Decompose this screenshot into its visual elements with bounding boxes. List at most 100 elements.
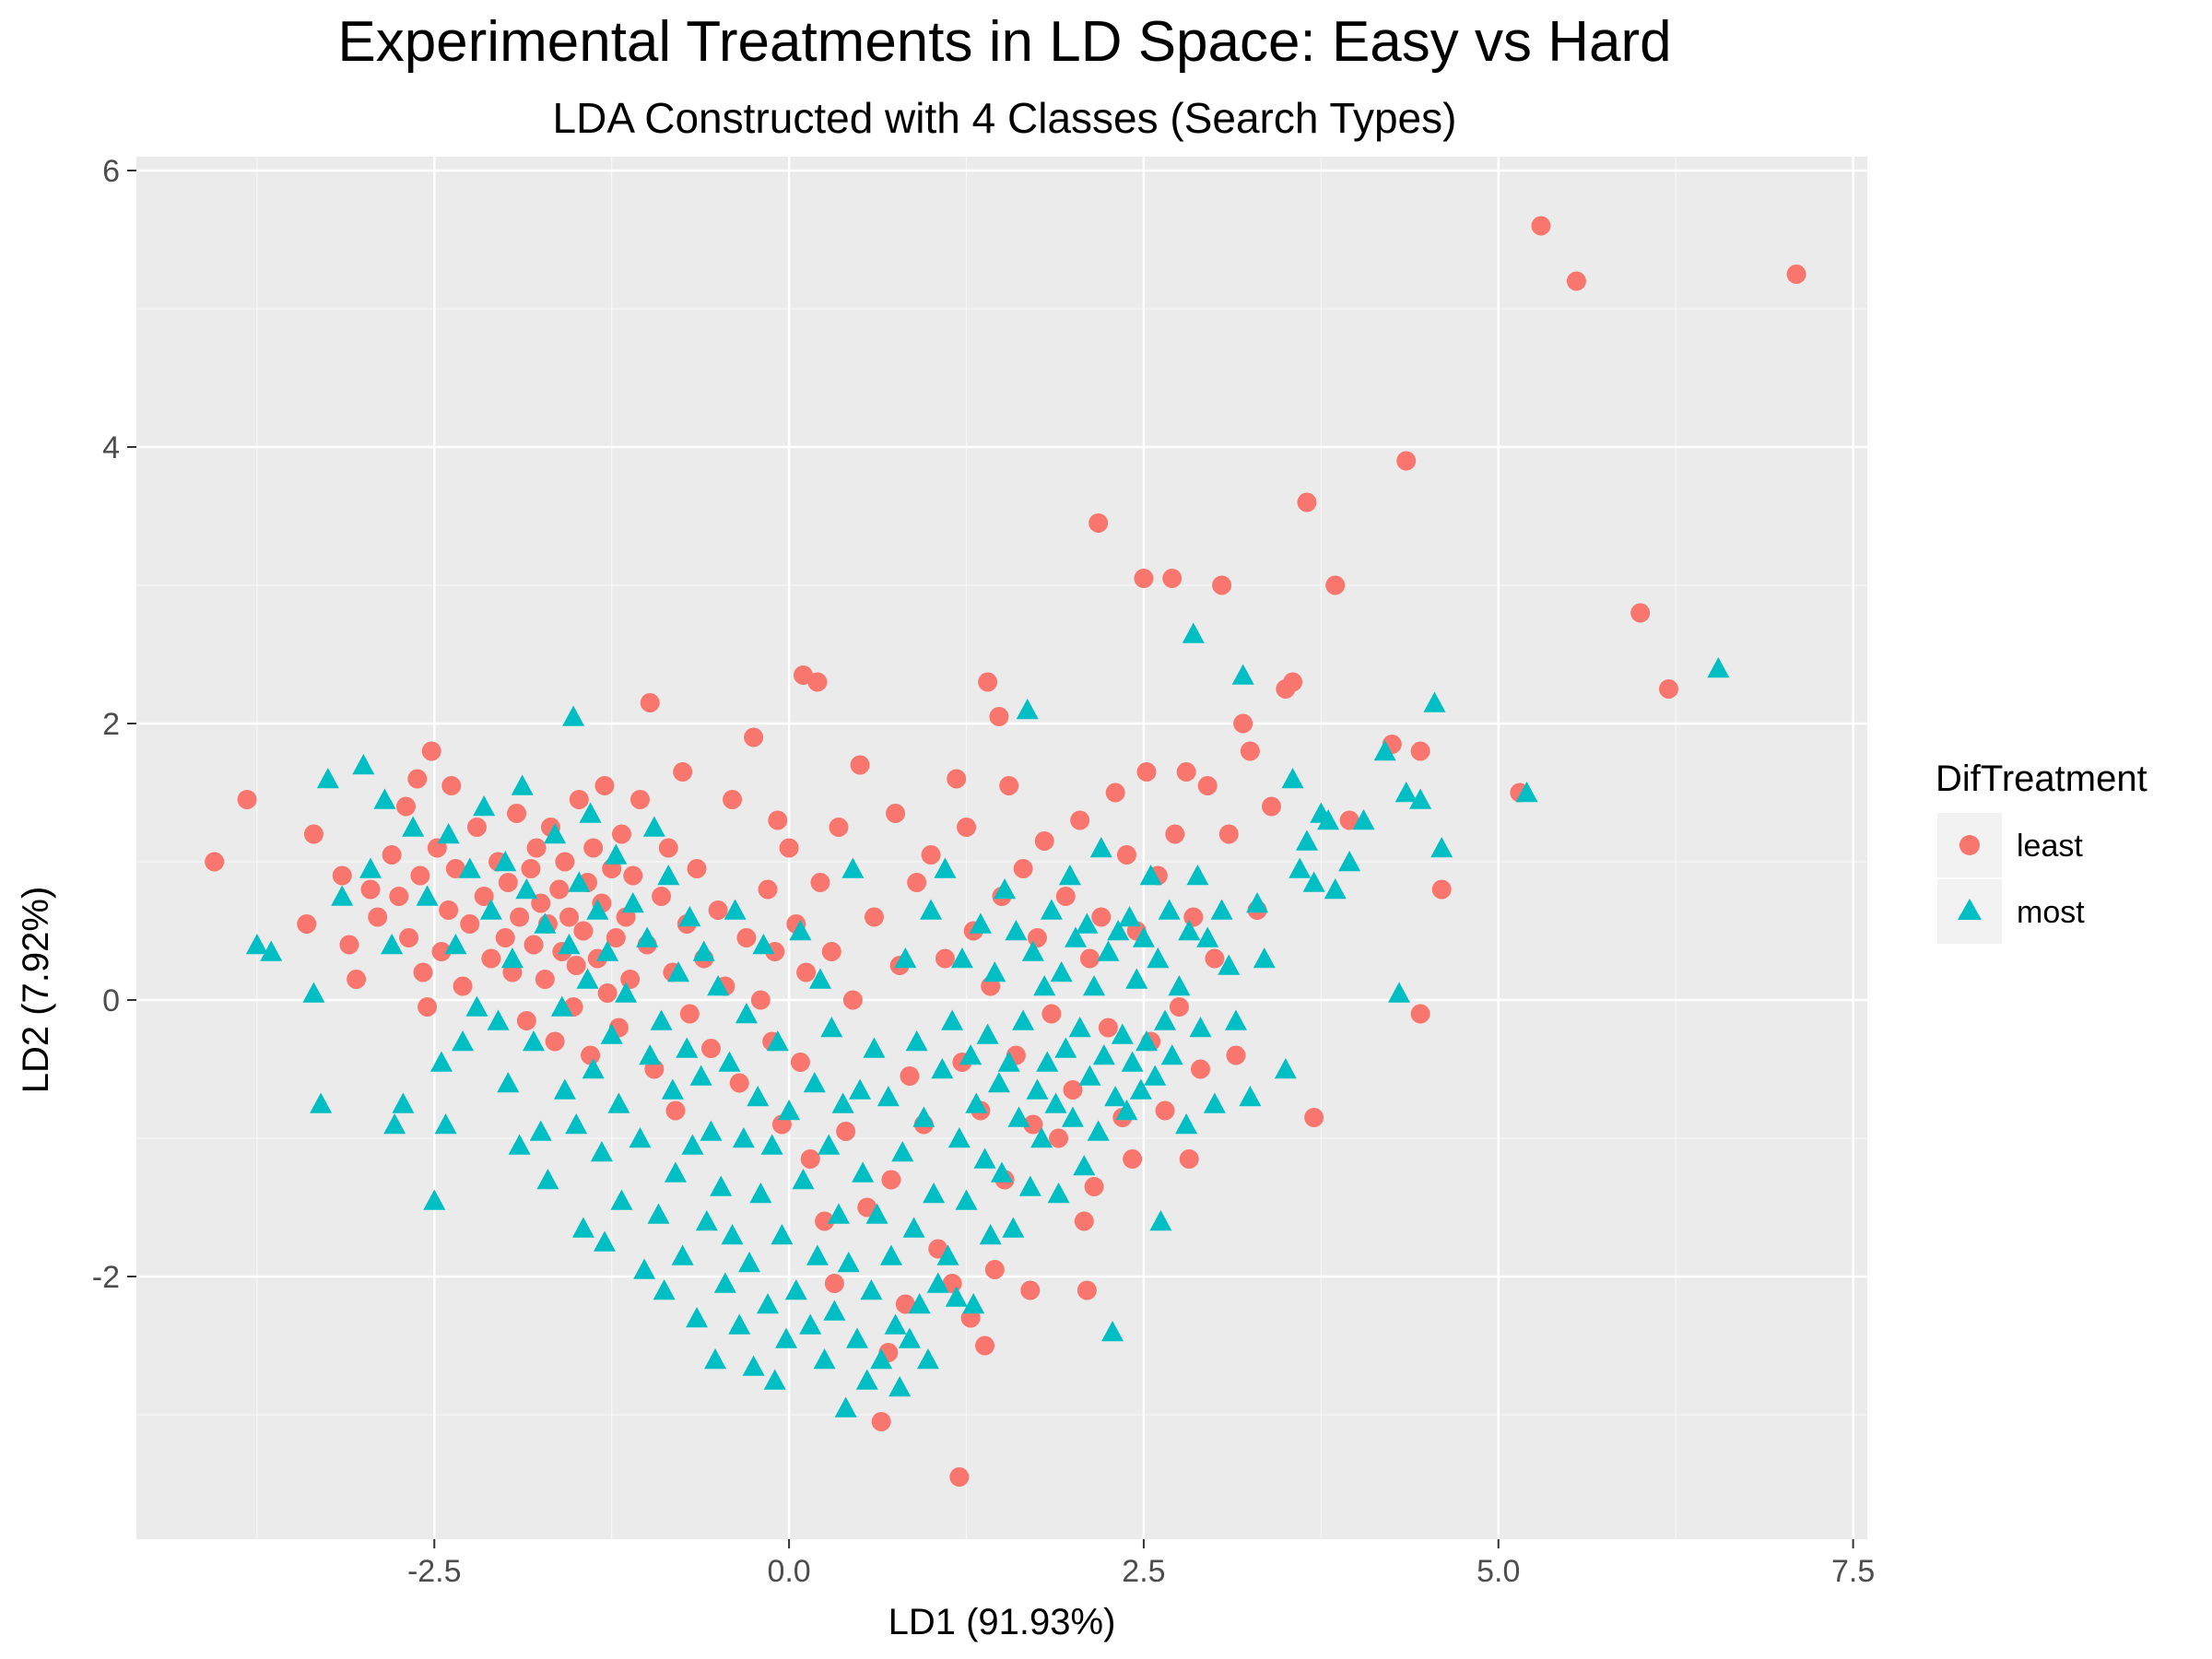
point-most xyxy=(1054,1037,1077,1058)
point-most xyxy=(1218,954,1241,975)
point-least xyxy=(566,956,586,975)
point-least xyxy=(460,914,480,934)
point-least xyxy=(679,1004,700,1024)
point-most xyxy=(686,1307,709,1328)
point-least xyxy=(555,852,575,872)
point-most xyxy=(1135,1030,1159,1052)
point-most xyxy=(808,968,831,989)
point-least xyxy=(1105,782,1125,803)
point-most xyxy=(1409,788,1432,809)
point-least xyxy=(1098,1018,1118,1038)
point-most xyxy=(1068,1017,1091,1038)
point-least xyxy=(1212,575,1232,595)
point-most xyxy=(749,1182,772,1204)
point-most xyxy=(1147,947,1170,969)
point-most xyxy=(381,934,404,955)
point-most xyxy=(1076,912,1099,934)
point-most xyxy=(1149,1210,1172,1231)
point-least xyxy=(1191,1059,1211,1079)
point-most xyxy=(245,934,268,955)
point-most xyxy=(920,899,943,920)
point-least xyxy=(895,1294,915,1314)
point-most xyxy=(950,947,973,969)
point-least xyxy=(1240,741,1260,761)
point-least xyxy=(549,879,570,900)
point-most xyxy=(1125,968,1148,989)
point-most xyxy=(692,940,715,961)
point-most xyxy=(434,1113,457,1135)
point-least xyxy=(623,865,643,886)
point-most xyxy=(437,823,460,844)
point-most xyxy=(1061,1106,1084,1127)
point-most xyxy=(544,823,567,844)
point-most xyxy=(1078,1065,1101,1086)
point-most xyxy=(724,899,747,920)
point-most xyxy=(771,1224,794,1245)
point-least xyxy=(989,707,1009,726)
point-least xyxy=(1396,451,1417,471)
point-least xyxy=(1176,762,1196,782)
point-most xyxy=(983,961,1006,982)
point-most xyxy=(855,1369,878,1390)
point-least xyxy=(1325,575,1346,595)
point-least xyxy=(441,776,462,795)
point-most xyxy=(936,1244,959,1265)
point-least xyxy=(736,928,757,947)
point-most xyxy=(676,1037,699,1058)
point-most xyxy=(1196,926,1219,947)
point-least xyxy=(1531,216,1551,236)
point-most xyxy=(681,1134,704,1155)
point-most xyxy=(732,1127,755,1148)
point-least xyxy=(535,970,555,989)
point-most xyxy=(1005,920,1028,941)
y-axis-title: LD2 (7.92%) xyxy=(16,887,56,1094)
point-most xyxy=(536,1169,559,1190)
point-most xyxy=(1430,837,1453,858)
point-most xyxy=(571,1217,594,1238)
point-most xyxy=(1107,920,1130,941)
point-least xyxy=(413,962,433,982)
y-tick-label: 6 xyxy=(102,154,120,189)
point-least xyxy=(807,672,828,692)
point-most xyxy=(760,1134,783,1155)
point-most xyxy=(678,906,701,927)
point-most xyxy=(1044,1092,1067,1113)
point-most xyxy=(973,1147,996,1169)
point-least xyxy=(829,818,849,837)
point-most xyxy=(1115,1100,1138,1121)
point-least xyxy=(1070,810,1090,830)
point-least xyxy=(495,928,515,947)
point-least xyxy=(652,887,672,906)
point-most xyxy=(523,1030,546,1052)
point-most xyxy=(820,1017,843,1038)
point-least xyxy=(339,935,359,955)
point-most xyxy=(941,1009,964,1030)
point-most xyxy=(863,1037,886,1058)
point-most xyxy=(458,857,481,878)
point-least xyxy=(1027,928,1047,947)
point-least xyxy=(1136,762,1157,782)
point-most xyxy=(789,920,812,941)
point-most xyxy=(799,1313,822,1335)
point-least xyxy=(421,741,441,761)
point-most xyxy=(621,892,644,913)
point-most xyxy=(1302,871,1325,892)
point-most xyxy=(647,1203,670,1224)
legend-label-least: least xyxy=(2017,829,2083,864)
point-most xyxy=(1352,809,1375,830)
point-least xyxy=(545,1031,565,1052)
point-most xyxy=(1274,1058,1297,1079)
point-most xyxy=(1139,865,1162,886)
point-most xyxy=(667,961,690,982)
point-least xyxy=(1179,1149,1199,1169)
point-least xyxy=(810,873,830,892)
point-least xyxy=(407,769,428,789)
point-least xyxy=(1165,824,1185,844)
point-most xyxy=(1036,1051,1059,1072)
point-least xyxy=(481,948,501,969)
point-most xyxy=(639,1044,662,1065)
point-least xyxy=(1088,513,1109,533)
point-most xyxy=(1097,940,1120,961)
point-most xyxy=(818,1134,841,1155)
